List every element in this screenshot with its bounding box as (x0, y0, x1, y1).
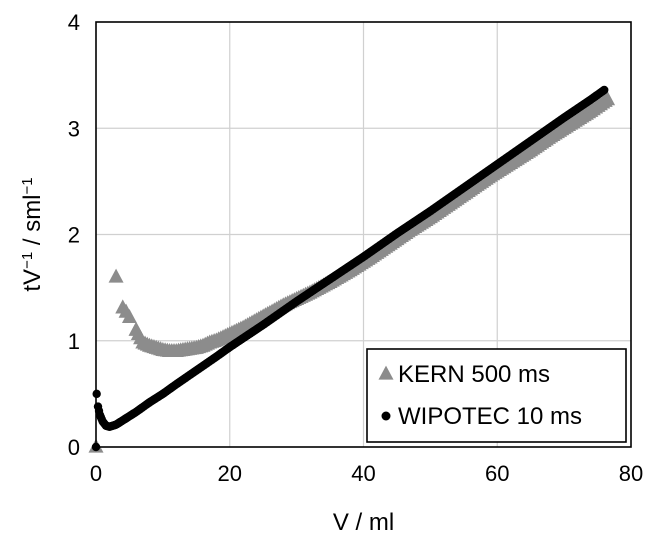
legend-box (366, 348, 627, 443)
y-tick-label: 1 (68, 329, 80, 354)
x-axis-title: V / ml (333, 509, 394, 535)
gridlines (96, 22, 631, 447)
y-axis-title: tV−1 / sml−1 (19, 177, 47, 291)
y-axis-title-exponent: −1 (19, 177, 36, 194)
legend-label-kern: KERN 500 ms (398, 361, 550, 388)
x-tick-label: 0 (90, 461, 102, 486)
y-axis-title-part: / sml (19, 194, 46, 251)
y-tick-label: 0 (68, 435, 80, 460)
x-tick-label: 20 (218, 461, 242, 486)
x-tick-label: 60 (485, 461, 509, 486)
y-axis-title-part: tV (19, 269, 46, 292)
legend-marker-wipotec (381, 411, 391, 421)
legend-marker-kern (378, 365, 394, 380)
data-point-kern (600, 91, 616, 106)
data-point-kern (108, 268, 124, 283)
legend-label-wipotec: WIPOTEC 10 ms (398, 403, 582, 430)
plot-frame (95, 21, 632, 448)
legend: KERN 500 ms WIPOTEC 10 ms (366, 348, 627, 443)
data-point-kern (121, 308, 137, 323)
y-axis-title-exponent: −1 (19, 252, 36, 269)
x-tick-label: 80 (619, 461, 643, 486)
y-tick-label: 2 (68, 223, 80, 248)
x-tick-label: 40 (351, 461, 375, 486)
tick-labels: 0 20 40 60 80 0 1 2 3 4 (68, 10, 643, 486)
y-tick-label: 3 (68, 116, 80, 141)
data-point-wipotec (600, 85, 609, 95)
y-tick-label: 4 (68, 10, 80, 35)
data-markers (88, 85, 616, 453)
